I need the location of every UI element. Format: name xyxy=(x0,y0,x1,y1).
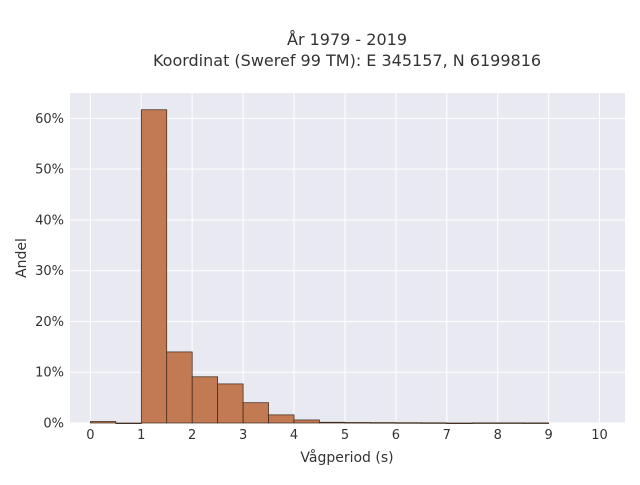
histogram-bar-4 xyxy=(191,376,219,424)
x-tick-label-0: 0 xyxy=(86,428,94,443)
x-tick-label-1: 1 xyxy=(137,428,145,443)
y-axis-label: Andel xyxy=(14,238,30,278)
histogram-bar-17 xyxy=(522,422,549,424)
y-tick-label-1: 10% xyxy=(35,366,64,381)
y-tick-label-5: 50% xyxy=(35,163,64,178)
x-tick-label-5: 5 xyxy=(341,428,349,443)
y-tick-label-2: 20% xyxy=(35,315,64,330)
x-axis-label: Vågperiod (s) xyxy=(300,449,393,466)
histogram-bar-11 xyxy=(370,422,397,424)
histogram-bar-9 xyxy=(319,421,346,424)
x-tick-label-9: 9 xyxy=(544,428,552,443)
histogram-bar-5 xyxy=(217,383,244,424)
histogram-bar-13 xyxy=(420,422,448,424)
y-axis-ticks: 0% 10% 20% 30% 40% 50% 60% xyxy=(35,112,64,432)
histogram-bar-16 xyxy=(497,422,524,424)
x-tick-label-3: 3 xyxy=(239,428,247,443)
histogram-bar-12 xyxy=(395,422,422,424)
histogram-bars xyxy=(90,109,549,424)
y-tick-label-3: 30% xyxy=(35,264,64,279)
histogram-bar-7 xyxy=(268,414,295,424)
y-tick-label-6: 60% xyxy=(35,112,64,127)
histogram-bar-3 xyxy=(166,351,193,424)
x-tick-label-7: 7 xyxy=(443,428,451,443)
chart-title-line-2: Koordinat (Sweref 99 TM): E 345157, N 61… xyxy=(153,51,541,70)
x-tick-label-4: 4 xyxy=(290,428,298,443)
histogram-bar-10 xyxy=(344,422,371,424)
x-tick-label-10: 10 xyxy=(591,428,608,443)
histogram-bar-0 xyxy=(90,421,117,424)
y-tick-label-0: 0% xyxy=(43,417,64,432)
histogram-bar-1 xyxy=(115,422,142,424)
histogram-bar-14 xyxy=(446,422,473,424)
histogram-bar-6 xyxy=(242,402,269,424)
x-tick-label-8: 8 xyxy=(494,428,502,443)
x-axis-ticks: 0 1 2 3 4 5 6 7 8 9 10 xyxy=(86,428,608,443)
chart-title-line-1: År 1979 - 2019 xyxy=(287,30,407,49)
y-tick-label-4: 40% xyxy=(35,213,64,228)
x-tick-label-6: 6 xyxy=(392,428,400,443)
histogram-bar-2 xyxy=(140,109,168,424)
x-tick-label-2: 2 xyxy=(188,428,196,443)
histogram-bar-15 xyxy=(471,422,499,424)
histogram-bar-8 xyxy=(293,419,320,424)
